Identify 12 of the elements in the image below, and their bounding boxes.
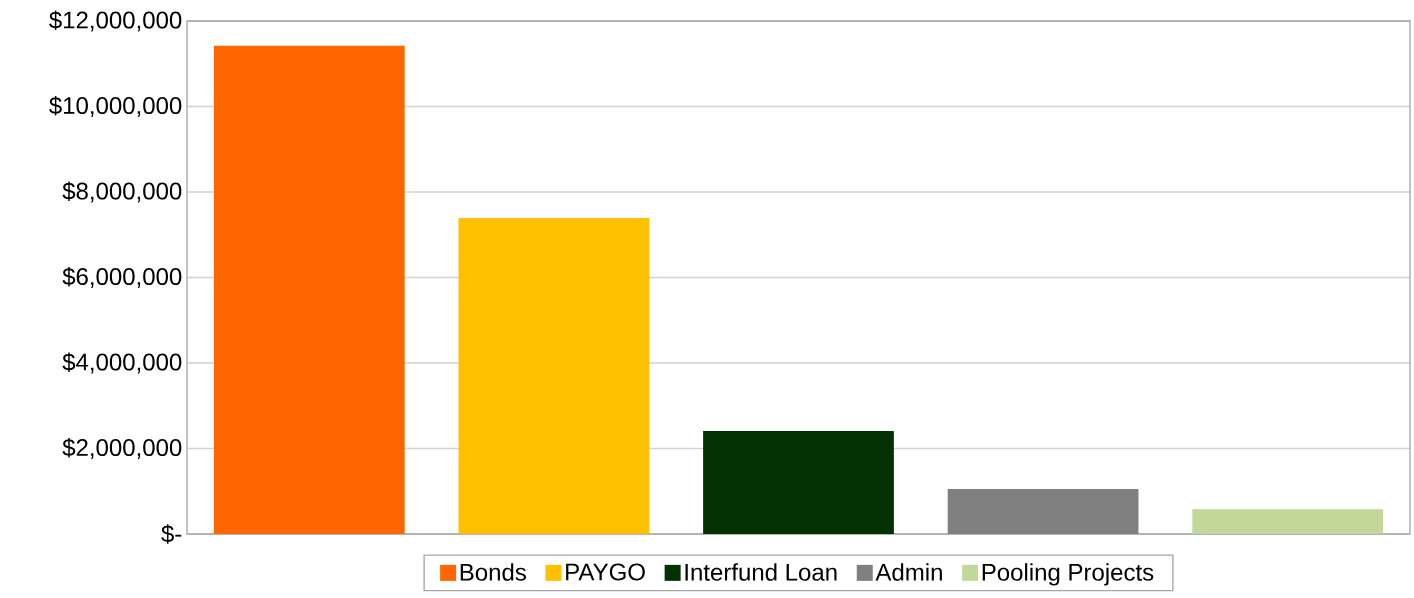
y-tick-label: $- [161, 524, 182, 544]
y-tick-label: $10,000,000 [49, 96, 182, 117]
y-tick-label: $2,000,000 [62, 438, 182, 459]
y-tick-label: $8,000,000 [62, 181, 182, 203]
y-tick-label: $4,000,000 [62, 352, 182, 374]
legend-label: Pooling Projects [982, 563, 1154, 586]
legend-label: Interfund Loan [685, 563, 837, 581]
legend-label: PAYGO [566, 563, 645, 581]
legend-label: Bonds [460, 563, 526, 581]
y-tick-label: $12,000,000 [49, 10, 182, 32]
y-tick-label: $6,000,000 [62, 267, 182, 288]
legend-label: Admin [875, 563, 942, 581]
